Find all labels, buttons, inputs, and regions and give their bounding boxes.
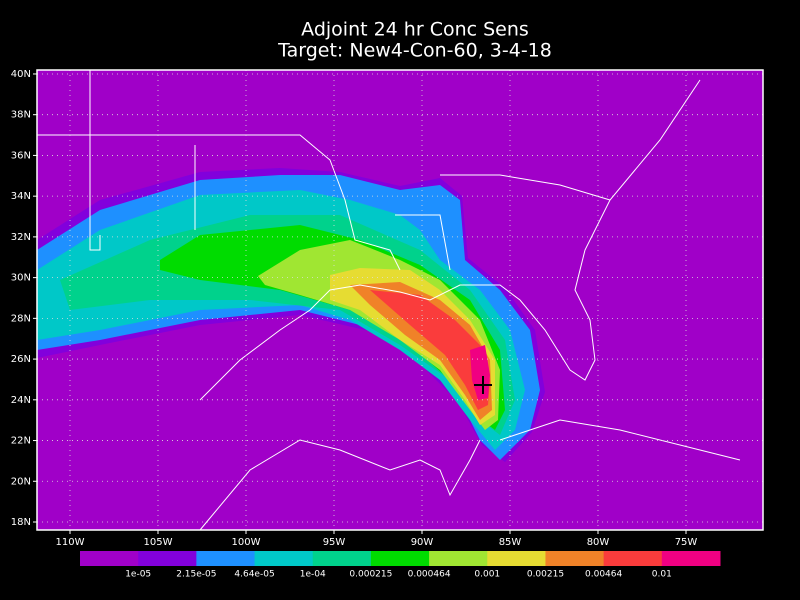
colorbar-swatch	[661, 551, 721, 566]
lat-label: 38N	[11, 110, 31, 121]
coastline	[440, 174, 611, 201]
colorbar-label: 0.000215	[349, 570, 392, 580]
lat-label: 20N	[11, 476, 31, 487]
colorbar-swatch	[429, 551, 488, 566]
map-frame	[36, 69, 764, 531]
lon-label: 110W	[56, 537, 85, 548]
colorbar-swatch	[80, 551, 139, 566]
sensitivity-contour	[258, 240, 500, 430]
lat-label: 22N	[11, 436, 31, 447]
colorbar-swatch	[254, 551, 314, 566]
colorbar-swatch	[138, 551, 197, 566]
sensitivity-contour	[470, 345, 490, 400]
lat-label: 24N	[11, 395, 31, 406]
coastline	[499, 419, 741, 461]
lon-label: 105W	[144, 537, 173, 548]
lat-label: 34N	[11, 191, 31, 202]
lat-label: 30N	[11, 273, 31, 284]
lon-label: 85W	[499, 537, 522, 548]
colorbar-swatch	[487, 551, 546, 566]
title-line: Target: New4-Con-60, 3-4-18	[277, 40, 552, 62]
target-marker	[474, 376, 492, 394]
colorbar-swatch	[312, 551, 372, 566]
title-line: Adjoint 24 hr Conc Sens	[301, 19, 529, 41]
lon-label: 100W	[232, 537, 261, 548]
lon-label: 80W	[587, 537, 610, 548]
colorbar-label: 1e-04	[300, 570, 326, 580]
coastline	[199, 79, 701, 401]
colorbar-swatch	[603, 551, 663, 566]
colorbar-label: 0.01	[652, 570, 672, 580]
lat-label: 26N	[11, 354, 31, 365]
lat-label: 36N	[11, 150, 31, 161]
coastline	[199, 439, 481, 531]
coastline	[89, 70, 101, 251]
lat-label: 18N	[11, 517, 31, 528]
colorbar-swatch	[196, 551, 256, 566]
colorbar-swatch	[370, 551, 430, 566]
colorbar-label: 4.64e-05	[234, 570, 274, 580]
sensitivity-contour	[350, 282, 492, 420]
coastline	[395, 214, 451, 271]
colorbar-label: 0.00464	[585, 570, 622, 580]
colorbar-label: 0.00215	[527, 570, 564, 580]
lon-label: 95W	[323, 537, 346, 548]
colorbar-label: 0.001	[474, 570, 500, 580]
lon-label: 75W	[675, 537, 698, 548]
map-area	[33, 69, 764, 534]
colorbar-label: 2.15e-05	[176, 570, 216, 580]
colorbar-label: 0.000464	[408, 570, 451, 580]
coastline	[37, 134, 401, 271]
lat-label: 32N	[11, 232, 31, 243]
lon-label: 90W	[411, 537, 434, 548]
colorbar-swatch	[545, 551, 605, 566]
sensitivity-contour	[330, 268, 495, 425]
lat-label: 28N	[11, 313, 31, 324]
lat-label: 40N	[11, 69, 31, 80]
colorbar-label: 1e-05	[125, 570, 151, 580]
